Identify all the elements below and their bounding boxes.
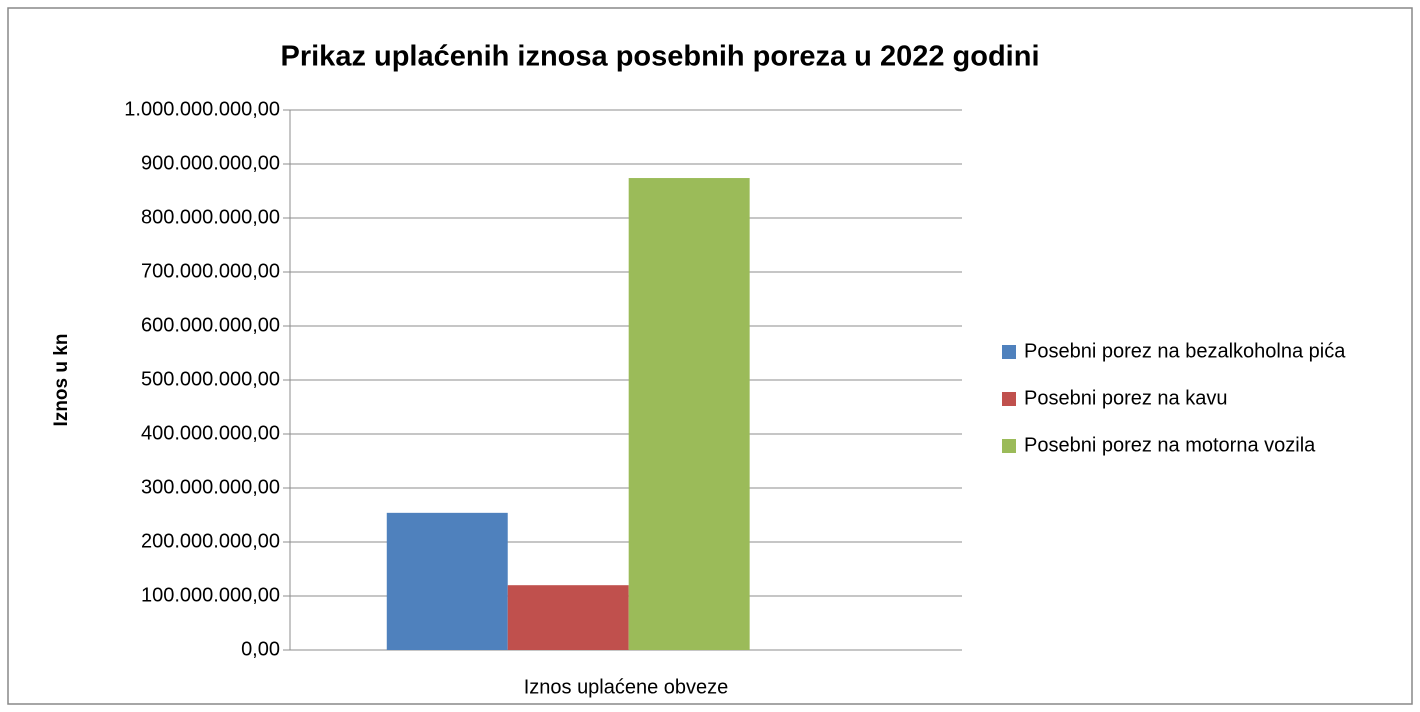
legend-label: Posebni porez na kavu <box>1024 387 1227 409</box>
y-tick-label: 300.000.000,00 <box>141 476 280 498</box>
chart-title: Prikaz uplaćenih iznosa posebnih poreza … <box>281 41 1040 73</box>
y-tick-label: 1.000.000.000,00 <box>124 98 280 120</box>
bar <box>507 585 629 650</box>
y-tick-label: 200.000.000,00 <box>141 530 280 552</box>
bar <box>386 512 508 650</box>
legend-swatch <box>1002 345 1016 359</box>
y-tick-label: 400.000.000,00 <box>141 422 280 444</box>
y-tick-label: 900.000.000,00 <box>141 152 280 174</box>
legend-label: Posebni porez na motorna vozila <box>1024 434 1316 456</box>
y-tick-label: 700.000.000,00 <box>141 260 280 282</box>
y-tick-label: 800.000.000,00 <box>141 206 280 228</box>
y-tick-label: 0,00 <box>241 638 280 660</box>
bar <box>628 178 750 651</box>
y-tick-label: 500.000.000,00 <box>141 368 280 390</box>
x-tick-label: Iznos uplaćene obveze <box>524 676 729 698</box>
y-tick-label: 600.000.000,00 <box>141 314 280 336</box>
legend-swatch <box>1002 392 1016 406</box>
legend-swatch <box>1002 439 1016 453</box>
legend-label: Posebni porez na bezalkoholna pića <box>1024 340 1346 362</box>
y-axis-label: Iznos u kn <box>51 334 72 427</box>
y-tick-label: 100.000.000,00 <box>141 584 280 606</box>
